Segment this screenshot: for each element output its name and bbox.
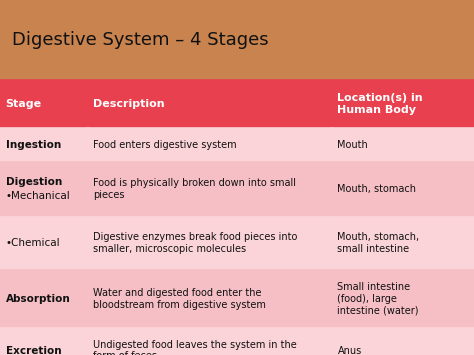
Bar [332, 328, 474, 355]
Text: Digestive System – 4 Stages: Digestive System – 4 Stages [12, 31, 268, 49]
Bar [332, 128, 474, 162]
Bar [332, 162, 474, 217]
Text: Description: Description [93, 99, 165, 109]
Text: Stage: Stage [6, 99, 42, 109]
Bar [88, 328, 332, 355]
Text: •Chemical: •Chemical [6, 238, 60, 248]
Bar [88, 80, 332, 128]
Text: Mouth: Mouth [337, 140, 368, 150]
Bar [332, 217, 474, 270]
Text: Small intestine
(food), large
intestine (water): Small intestine (food), large intestine … [337, 283, 419, 316]
Text: Water and digested food enter the
bloodstream from digestive system: Water and digested food enter the bloods… [93, 288, 266, 310]
Text: Excretion: Excretion [6, 345, 61, 355]
Bar [332, 80, 474, 128]
Text: Food is physically broken down into small
pieces: Food is physically broken down into smal… [93, 178, 296, 200]
Text: Ingestion: Ingestion [6, 140, 61, 150]
Bar [0, 217, 88, 270]
Text: Mouth, stomach,
small intestine: Mouth, stomach, small intestine [337, 233, 419, 254]
Bar [0, 128, 88, 162]
Bar [88, 270, 332, 328]
Bar [88, 217, 332, 270]
Text: Digestive enzymes break food pieces into
smaller, microscopic molecules: Digestive enzymes break food pieces into… [93, 233, 298, 254]
Bar [0, 162, 88, 217]
Bar [332, 270, 474, 328]
Bar [88, 162, 332, 217]
Bar [0, 0, 474, 80]
Text: Digestion: Digestion [6, 177, 62, 187]
Text: Food enters digestive system: Food enters digestive system [93, 140, 237, 150]
Text: Absorption: Absorption [6, 294, 71, 304]
Text: Anus: Anus [337, 345, 362, 355]
Bar [0, 80, 88, 128]
Text: Mouth, stomach: Mouth, stomach [337, 184, 417, 194]
Bar [0, 328, 88, 355]
Text: Undigested food leaves the system in the
form of feces: Undigested food leaves the system in the… [93, 340, 297, 355]
Text: Location(s) in
Human Body: Location(s) in Human Body [337, 93, 423, 115]
Bar [0, 270, 88, 328]
Text: •Mechanical: •Mechanical [6, 191, 71, 201]
Bar [88, 128, 332, 162]
